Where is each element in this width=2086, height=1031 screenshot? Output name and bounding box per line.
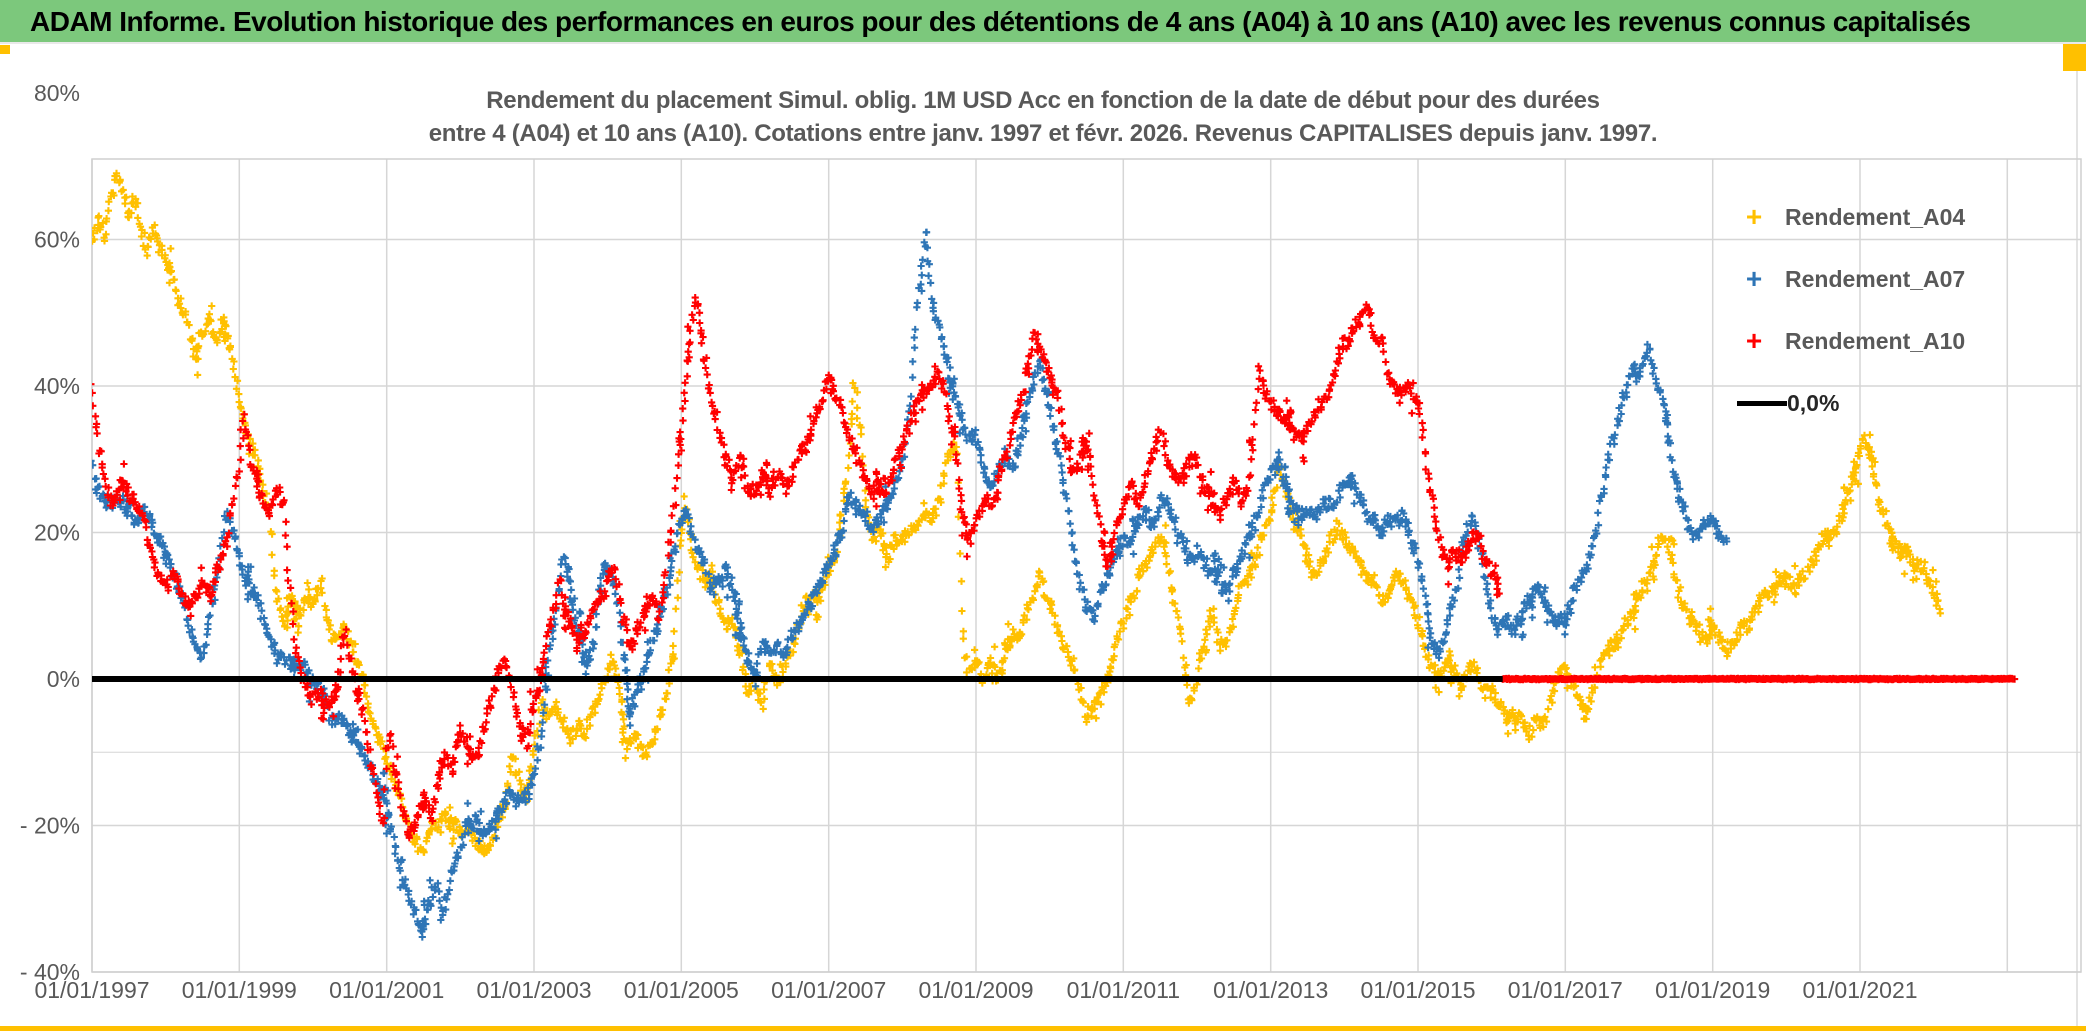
legend-item-a10[interactable]: + Rendement_A10 xyxy=(1737,310,1965,372)
x-axis-labels: 01/01/1997 01/01/1999 01/01/2001 01/01/2003… xyxy=(34,977,1917,1003)
x-tick-label: 01/01/2007 xyxy=(771,977,886,1003)
plot-border xyxy=(91,158,2082,973)
report-title: ADAM Informe. Evolution historique des p… xyxy=(30,6,1971,37)
legend-item-a07[interactable]: + Rendement_A07 xyxy=(1737,248,1965,310)
gold-accent-bottom xyxy=(0,1026,2086,1031)
chart-title-line2: entre 4 (A04) et 10 ans (A10). Cotations… xyxy=(428,120,1658,147)
legend-label-zero: 0,0% xyxy=(1787,389,1840,416)
y-tick-label: - 20% xyxy=(20,813,80,839)
x-tick-label: 01/01/2009 xyxy=(918,977,1033,1003)
gold-accent-top-right xyxy=(2063,44,2086,71)
legend-item-a04[interactable]: + Rendement_A04 xyxy=(1737,186,1965,248)
chart-title-line1: Rendement du placement Simul. oblig. 1M … xyxy=(486,87,1600,114)
y-tick-label: - 40% xyxy=(20,959,80,985)
x-tick-label: 01/01/2021 xyxy=(1802,977,1917,1003)
x-tick-label: 01/01/2015 xyxy=(1360,977,1475,1003)
report-title-bar: ADAM Informe. Evolution historique des p… xyxy=(0,0,2086,44)
x-tick-label: 01/01/2005 xyxy=(624,977,739,1003)
y-tick-label: 40% xyxy=(34,373,80,399)
legend-item-zero[interactable]: 0,0% xyxy=(1737,372,1965,434)
chart-legend[interactable]: + Rendement_A04 + Rendement_A07 + Rendement_A… xyxy=(1737,186,1965,434)
legend-label-a10: Rendement_A10 xyxy=(1785,327,1966,354)
chart-title: Rendement du placement Simul. oblig. 1M … xyxy=(0,84,2086,150)
x-tick-label: 01/01/2003 xyxy=(476,977,591,1003)
legend-plus-marker-icon: + xyxy=(1745,325,1763,356)
legend-label-a04: Rendement_A04 xyxy=(1785,203,1966,230)
x-tick-label: 01/01/1999 xyxy=(182,977,297,1003)
y-tick-label: 60% xyxy=(34,227,80,253)
y-tick-label: 0% xyxy=(47,666,80,692)
chart-right-border xyxy=(2076,71,2078,1026)
x-tick-label: 01/01/2017 xyxy=(1508,977,1623,1003)
series-Rendement_A07[interactable] xyxy=(87,228,1731,941)
x-tick-label: 01/01/2019 xyxy=(1655,977,1770,1003)
series-Rendement_A10[interactable] xyxy=(87,294,2019,842)
x-tick-label: 01/01/2011 xyxy=(1067,977,1180,1003)
legend-plus-marker-icon: + xyxy=(1745,263,1763,294)
y-tick-label: 20% xyxy=(34,520,80,546)
legend-line-marker-icon xyxy=(1737,400,1787,406)
series-Rendement_A04[interactable] xyxy=(89,169,1944,858)
legend-plus-marker-icon: + xyxy=(1745,201,1763,232)
y-tick-label: 80% xyxy=(34,80,80,106)
x-tick-label: 01/01/2013 xyxy=(1213,977,1328,1003)
y-axis-labels: 80% 60% 40% 20% 0% - 20% - 40% xyxy=(20,80,80,985)
legend-label-a07: Rendement_A07 xyxy=(1785,265,1966,292)
x-tick-label: 01/01/2001 xyxy=(329,977,444,1003)
gold-accent-top-left xyxy=(0,45,10,54)
x-tick-label: 01/01/1997 xyxy=(34,977,149,1003)
